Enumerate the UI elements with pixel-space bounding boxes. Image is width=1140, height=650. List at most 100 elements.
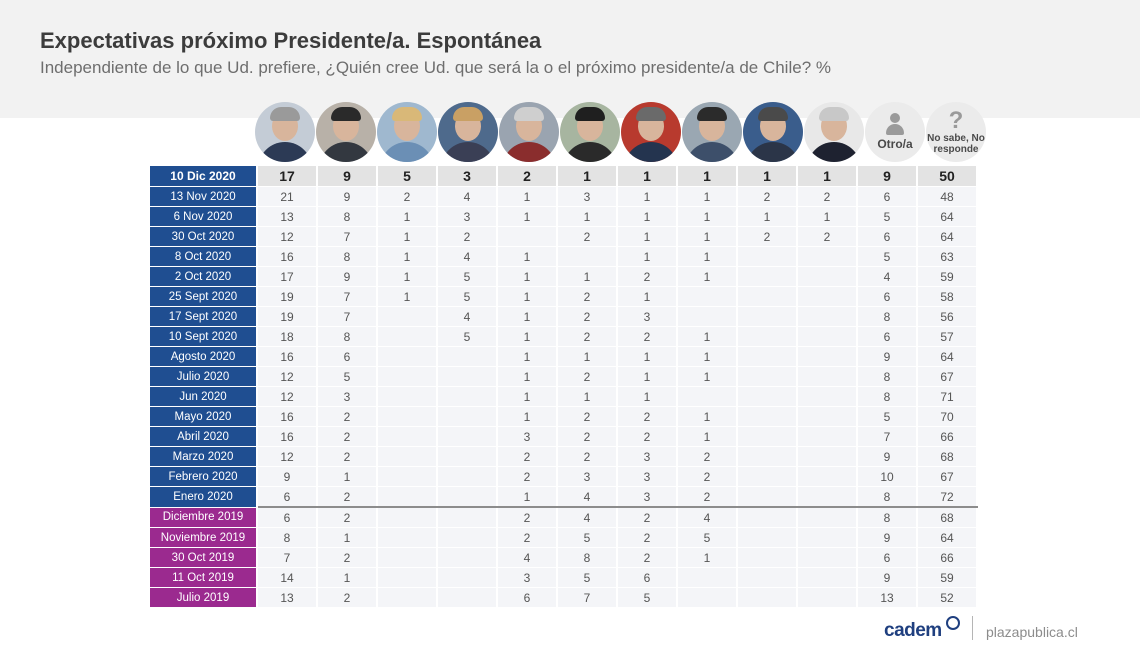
table-cell bbox=[437, 547, 498, 568]
row-date-label: Diciembre 2019 bbox=[150, 507, 258, 528]
portrait-hair bbox=[575, 107, 605, 121]
table-cell: 1 bbox=[737, 206, 798, 227]
table-cell: 67 bbox=[917, 466, 978, 487]
table-cell: 3 bbox=[617, 486, 678, 508]
table-cell: 10 bbox=[857, 466, 918, 487]
table-cell: 6 bbox=[857, 226, 918, 247]
table-cell bbox=[377, 486, 438, 508]
table-cell: 1 bbox=[497, 306, 558, 327]
table-cell: 1 bbox=[497, 246, 558, 267]
table-cell bbox=[797, 486, 858, 508]
avatar-candidate-7 bbox=[621, 102, 681, 162]
table-cell bbox=[377, 547, 438, 568]
table-cell: 2 bbox=[377, 186, 438, 207]
table-cell: 2 bbox=[677, 486, 738, 508]
footer-divider bbox=[972, 616, 973, 640]
row-date-label: 11 Oct 2019 bbox=[150, 567, 258, 588]
table-cell: 3 bbox=[497, 567, 558, 588]
table-cell: 7 bbox=[557, 587, 618, 608]
table-cell: 3 bbox=[317, 386, 378, 407]
table-cell: 2 bbox=[557, 326, 618, 347]
table-cell: 1 bbox=[677, 206, 738, 227]
candidate-avatars: Otro/a? No sabe, No responde bbox=[255, 100, 986, 166]
table-cell: 1 bbox=[617, 366, 678, 387]
table-cell: 66 bbox=[917, 547, 978, 568]
portrait-hair bbox=[270, 107, 300, 121]
portrait-shoulders bbox=[258, 142, 312, 162]
portrait-hair bbox=[453, 107, 483, 121]
table-cell: 1 bbox=[557, 346, 618, 367]
table-cell: 1 bbox=[617, 226, 678, 247]
table-cell bbox=[377, 446, 438, 467]
table-cell bbox=[797, 507, 858, 528]
table-cell: 6 bbox=[497, 587, 558, 608]
table-cell: 2 bbox=[317, 406, 378, 427]
table-row: Marzo 2020 12 2 2 2 3 2 9 68 bbox=[150, 446, 978, 467]
table-cell: 1 bbox=[317, 466, 378, 487]
table-cell: 2 bbox=[677, 446, 738, 467]
row-date-label: Marzo 2020 bbox=[150, 446, 258, 467]
table-cell: 5 bbox=[857, 246, 918, 267]
table-cell bbox=[737, 567, 798, 588]
table-cell bbox=[797, 547, 858, 568]
table-cell: 1 bbox=[677, 186, 738, 207]
portrait-shoulders bbox=[502, 142, 556, 162]
table-cell: 4 bbox=[437, 186, 498, 207]
table-cell: 64 bbox=[917, 226, 978, 247]
table-cell bbox=[377, 567, 438, 588]
table-cell: 16 bbox=[257, 406, 318, 427]
row-date-label: Agosto 2020 bbox=[150, 346, 258, 367]
table-cell: 5 bbox=[677, 527, 738, 548]
row-date-label: 2 Oct 2020 bbox=[150, 266, 258, 287]
table-cell: 6 bbox=[257, 507, 318, 528]
table-cell: 2 bbox=[677, 466, 738, 487]
portrait-shoulders bbox=[746, 142, 800, 162]
table-cell bbox=[737, 426, 798, 447]
table-cell bbox=[557, 246, 618, 267]
table-cell: 2 bbox=[317, 507, 378, 528]
table-cell: 2 bbox=[497, 446, 558, 467]
table-cell: 1 bbox=[497, 186, 558, 207]
table-cell: 1 bbox=[317, 567, 378, 588]
table-cell: 1 bbox=[677, 226, 738, 247]
table-cell bbox=[437, 426, 498, 447]
table-cell: 9 bbox=[857, 446, 918, 467]
table-cell bbox=[797, 426, 858, 447]
table-cell: 3 bbox=[617, 306, 678, 327]
table-cell: 9 bbox=[857, 166, 918, 187]
portrait-hair bbox=[697, 107, 727, 121]
table-cell: 9 bbox=[857, 346, 918, 367]
table-cell: 2 bbox=[617, 547, 678, 568]
table-cell: 8 bbox=[257, 527, 318, 548]
table-cell: 64 bbox=[917, 206, 978, 227]
table-cell: 4 bbox=[437, 246, 498, 267]
avatar-candidate-9 bbox=[743, 102, 803, 162]
table-cell: 1 bbox=[677, 406, 738, 427]
table-cell: 1 bbox=[497, 366, 558, 387]
table-cell bbox=[797, 266, 858, 287]
table-cell: 2 bbox=[557, 406, 618, 427]
portrait-shoulders bbox=[563, 142, 617, 162]
table-cell: 5 bbox=[617, 587, 678, 608]
table-cell: 6 bbox=[857, 326, 918, 347]
avatar-candidate-5 bbox=[499, 102, 559, 162]
table-cell: 3 bbox=[437, 206, 498, 227]
avatar-candidate-3 bbox=[377, 102, 437, 162]
table-row: 30 Oct 2019 7 2 4 8 2 1 6 66 bbox=[150, 547, 978, 568]
table-cell bbox=[437, 486, 498, 508]
table-cell: 1 bbox=[617, 166, 678, 187]
header-band bbox=[0, 0, 1140, 118]
table-cell: 1 bbox=[617, 206, 678, 227]
avatar-other: Otro/a bbox=[865, 102, 925, 162]
table-cell: 1 bbox=[677, 266, 738, 287]
table-cell bbox=[437, 366, 498, 387]
table-row: Abril 2020 16 2 3 2 2 1 7 66 bbox=[150, 426, 978, 447]
row-date-label: 17 Sept 2020 bbox=[150, 306, 258, 327]
table-cell bbox=[797, 286, 858, 307]
portrait-hair bbox=[758, 107, 788, 121]
table-cell: 8 bbox=[317, 206, 378, 227]
table-cell: 7 bbox=[317, 226, 378, 247]
table-cell: 2 bbox=[557, 426, 618, 447]
table-cell bbox=[677, 306, 738, 327]
table-cell: 9 bbox=[317, 266, 378, 287]
